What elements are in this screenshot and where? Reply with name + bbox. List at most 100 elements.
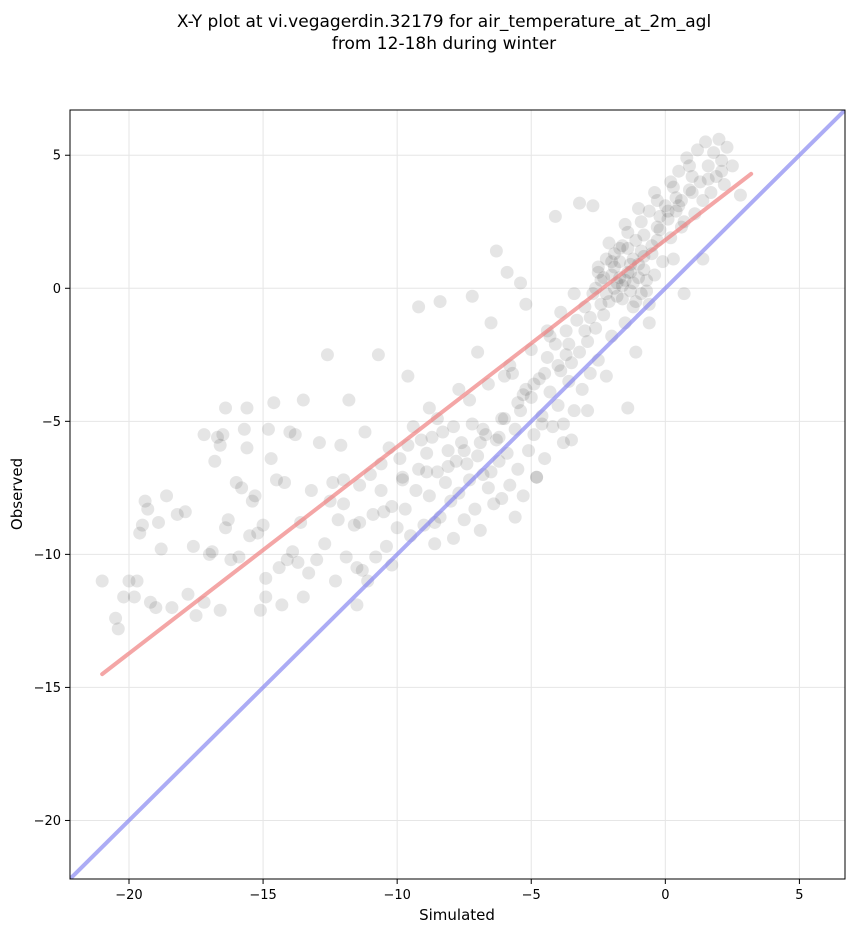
data-point-37 <box>245 494 259 508</box>
data-point-65 <box>331 513 345 527</box>
data-point-322 <box>605 255 619 269</box>
y-axis-label: Observed <box>8 458 26 530</box>
data-point-279 <box>583 311 597 325</box>
data-point-196 <box>693 175 707 189</box>
data-point-48 <box>275 598 289 612</box>
data-point-247 <box>471 345 485 359</box>
data-point-305 <box>559 348 573 362</box>
data-point-94 <box>420 446 434 460</box>
data-point-210 <box>433 295 447 309</box>
data-point-208 <box>733 188 747 202</box>
data-point-259 <box>682 159 696 173</box>
data-point-249 <box>519 297 533 311</box>
data-point-8 <box>138 494 152 508</box>
data-point-13 <box>160 489 174 503</box>
data-point-304 <box>538 366 552 380</box>
data-point-50 <box>280 553 294 567</box>
data-point-101 <box>438 476 452 490</box>
data-point-84 <box>390 521 404 535</box>
data-point-220 <box>508 510 522 524</box>
data-point-197 <box>696 193 710 207</box>
data-point-221 <box>564 433 578 447</box>
data-point-302 <box>497 369 511 383</box>
data-point-207 <box>725 159 739 173</box>
data-point-214 <box>514 276 528 290</box>
data-point-30 <box>213 603 227 617</box>
data-point-79 <box>374 484 388 498</box>
data-point-114 <box>473 523 487 537</box>
data-point-258 <box>664 175 678 189</box>
data-point-145 <box>556 436 570 450</box>
data-point-204 <box>715 154 729 168</box>
data-point-199 <box>701 159 715 173</box>
reference-lines <box>70 110 845 879</box>
data-point-7 <box>135 518 149 532</box>
data-point-144 <box>554 364 568 378</box>
chart-title-line-1: X-Y plot at vi.vegagerdin.32179 for air_… <box>177 12 711 32</box>
data-point-68 <box>339 550 353 564</box>
data-point-85 <box>393 452 407 466</box>
data-point-273 <box>629 295 643 309</box>
data-point-81 <box>379 539 393 553</box>
data-point-188 <box>672 164 686 178</box>
data-point-46 <box>269 473 283 487</box>
data-point-176 <box>640 284 654 298</box>
x-axis-ticks: −20 −15 −10 −5 0 5 <box>115 879 804 903</box>
data-point-108 <box>457 513 471 527</box>
data-point-179 <box>648 268 662 282</box>
data-point-165 <box>610 289 624 303</box>
data-point-12 <box>154 542 168 556</box>
data-point-126 <box>505 366 519 380</box>
data-point-116 <box>479 428 493 442</box>
data-point-142 <box>548 337 562 351</box>
data-point-77 <box>369 550 383 564</box>
data-point-216 <box>586 199 600 213</box>
data-point-104 <box>446 531 460 545</box>
data-point-128 <box>511 462 525 476</box>
x-tick-label-1: −15 <box>249 888 276 903</box>
data-point-230 <box>219 401 233 415</box>
data-point-43 <box>261 422 275 436</box>
data-point-159 <box>594 273 608 287</box>
data-point-161 <box>599 252 613 266</box>
data-point-10 <box>143 595 157 609</box>
data-point-17 <box>181 587 195 601</box>
data-point-154 <box>581 334 595 348</box>
data-point-16 <box>178 505 192 519</box>
data-point-47 <box>272 561 286 575</box>
data-point-39 <box>251 526 265 540</box>
data-point-287 <box>441 460 455 474</box>
data-point-74 <box>358 425 372 439</box>
data-point-58 <box>304 484 318 498</box>
data-point-202 <box>709 170 723 184</box>
grid <box>70 110 845 879</box>
data-point-100 <box>436 425 450 439</box>
data-point-235 <box>296 393 310 407</box>
data-point-239 <box>581 404 595 418</box>
data-point-146 <box>559 324 573 338</box>
data-point-276 <box>615 239 629 253</box>
data-point-234 <box>259 590 273 604</box>
data-point-105 <box>449 454 463 468</box>
data-point-5 <box>127 590 141 604</box>
data-point-83 <box>385 499 399 513</box>
data-point-243 <box>492 430 506 444</box>
data-point-229 <box>240 441 254 455</box>
data-point-213 <box>500 265 514 279</box>
data-point-209 <box>412 300 426 314</box>
data-point-139 <box>540 350 554 364</box>
data-point-319 <box>623 284 637 298</box>
data-point-236 <box>350 598 364 612</box>
data-point-182 <box>656 255 670 269</box>
data-point-324 <box>637 228 651 242</box>
data-point-298 <box>446 420 460 434</box>
data-point-217 <box>548 209 562 223</box>
data-point-73 <box>355 563 369 577</box>
data-point-59 <box>310 553 324 567</box>
data-point-284 <box>495 412 509 426</box>
data-point-86 <box>396 470 410 484</box>
data-point-134 <box>527 428 541 442</box>
data-point-309 <box>685 185 699 199</box>
data-point-3 <box>117 590 131 604</box>
data-point-117 <box>481 481 495 495</box>
